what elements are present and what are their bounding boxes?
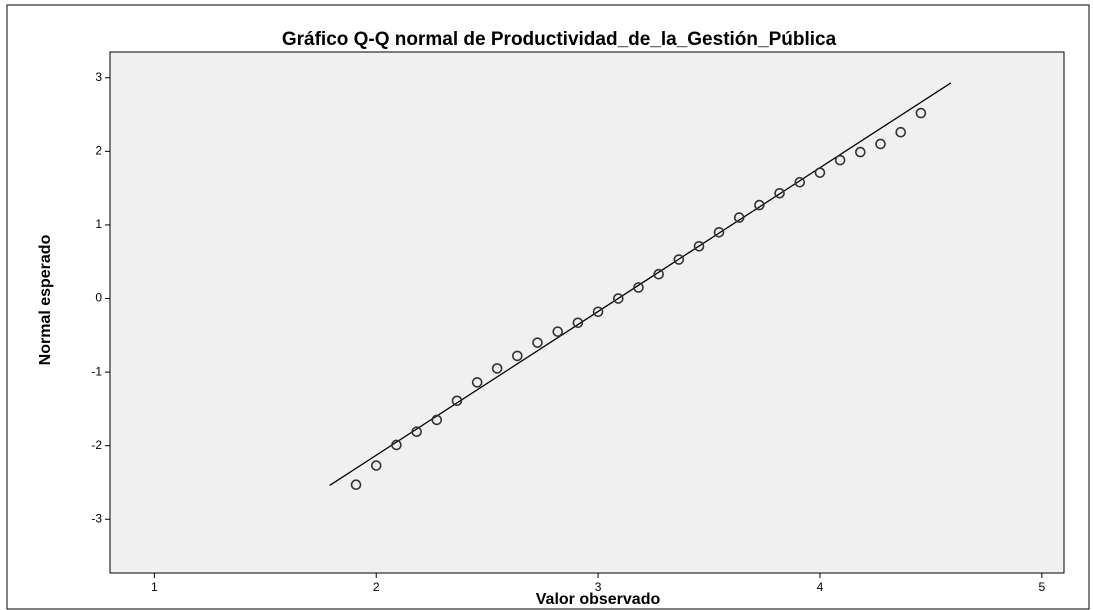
point [754, 199, 765, 211]
point [532, 337, 543, 348]
y-tick-label: -2 [91, 438, 102, 452]
point [834, 154, 846, 166]
point [794, 176, 806, 188]
plot-area [109, 51, 1065, 574]
x-tick-label: 4 [817, 580, 824, 594]
point [774, 187, 785, 199]
point [733, 212, 745, 223]
y-tick-label: 3 [95, 70, 102, 84]
x-axis-label: Valor observado [536, 591, 661, 608]
point [572, 317, 584, 329]
point [391, 439, 402, 451]
point [411, 426, 422, 438]
point [491, 363, 503, 374]
point [431, 414, 443, 426]
point [370, 460, 382, 471]
point [512, 350, 523, 362]
x-tick-label: 1 [151, 580, 158, 594]
point [693, 240, 705, 252]
point [653, 268, 664, 280]
point [673, 254, 685, 265]
y-tick-label: 0 [95, 291, 102, 305]
point [350, 479, 362, 490]
point [713, 226, 725, 238]
point [814, 167, 826, 178]
point [633, 282, 644, 293]
point [855, 146, 866, 158]
x-tick-label: 2 [373, 580, 380, 594]
point [592, 306, 604, 318]
point [552, 326, 564, 337]
y-axis-label: Normal esperado [37, 234, 54, 365]
chart-title: Gráfico Q-Q normal de Productividad_de_l… [282, 29, 837, 50]
point [471, 377, 483, 388]
point [451, 395, 463, 407]
y-tick-label: -1 [91, 364, 102, 378]
y-tick-label: -3 [91, 511, 102, 525]
y-tick-label: 2 [95, 144, 102, 158]
x-tick-label: 3 [595, 580, 602, 594]
point [875, 138, 886, 150]
x-tick-label: 5 [1038, 580, 1045, 594]
point [612, 293, 624, 304]
point [915, 107, 927, 119]
y-tick-label: 1 [95, 217, 102, 231]
point [895, 126, 907, 138]
